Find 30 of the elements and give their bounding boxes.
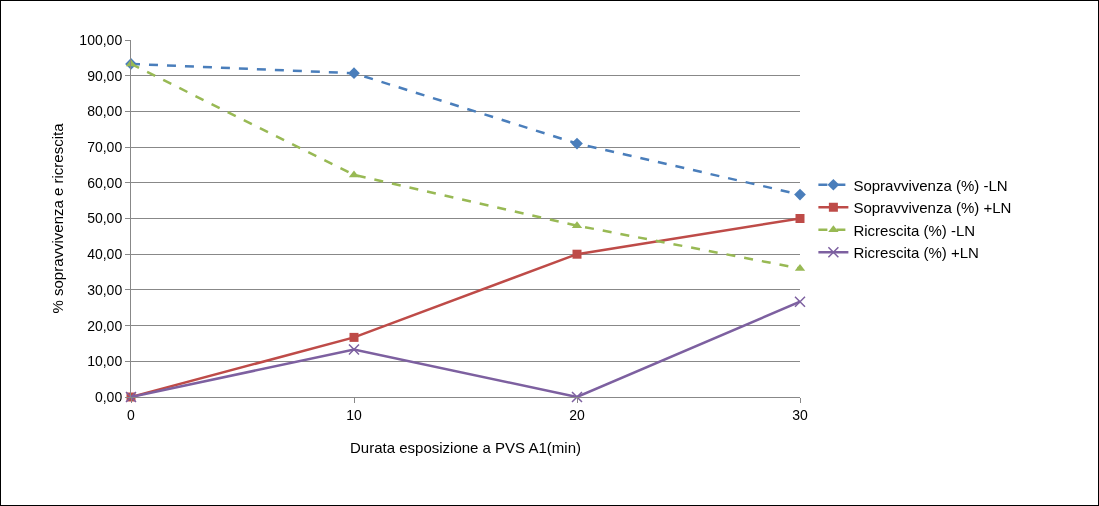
point xyxy=(571,137,583,150)
y-axis-title: % sopravvivenza e ricrescita xyxy=(48,122,66,314)
y-tick-label: 10,00 xyxy=(87,353,123,370)
point xyxy=(794,295,806,308)
point xyxy=(795,214,805,223)
legend-label: Ricrescita (%) +LN xyxy=(853,244,979,262)
x-tick-label: 0 xyxy=(127,406,136,423)
x-tick-label: 30 xyxy=(792,406,808,423)
x-axis-title: Durata esposizione a PVS A1(min) xyxy=(350,438,581,456)
y-tick-label: 80,00 xyxy=(87,103,123,120)
y-tick-label: 40,00 xyxy=(87,246,123,263)
point xyxy=(571,391,583,403)
legend-label: Sopravvivenza (%) +LN xyxy=(853,199,1012,217)
y-tick-label: 50,00 xyxy=(87,210,123,227)
x-tick-label: 10 xyxy=(346,406,362,423)
y-tick-label: 20,00 xyxy=(87,317,123,334)
point xyxy=(794,188,806,201)
y-tick-label: 60,00 xyxy=(87,174,123,191)
x-tick-label: 20 xyxy=(569,406,585,423)
y-tick-label: 90,00 xyxy=(87,67,123,84)
y-tick-label: 0,00 xyxy=(94,388,123,405)
point xyxy=(348,67,360,80)
y-tick-label: 70,00 xyxy=(87,139,123,155)
point xyxy=(349,332,359,342)
y-tick-label: 100,00 xyxy=(79,31,123,48)
point xyxy=(348,343,360,356)
point xyxy=(572,249,582,259)
legend-label: Sopravvivenza (%) -LN xyxy=(853,176,1008,194)
legend-label: Ricrescita (%) -LN xyxy=(853,221,976,239)
y-tick-label: 30,00 xyxy=(87,281,123,298)
